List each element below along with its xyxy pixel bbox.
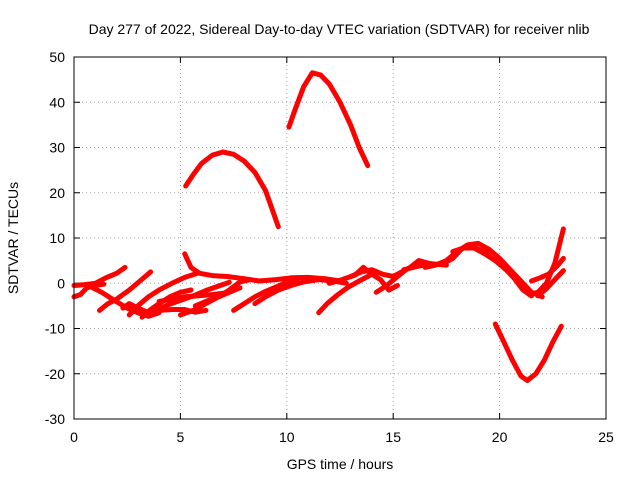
- plot-frame: [73, 56, 607, 420]
- x-tick-label: 25: [598, 429, 614, 445]
- series-arc-04: [71, 281, 107, 300]
- series-arc-15: [182, 251, 343, 284]
- series-arc-27: [535, 268, 566, 299]
- y-tick-label: -20: [45, 366, 65, 382]
- series-arc-02: [286, 70, 371, 169]
- series-arc-05: [71, 264, 128, 288]
- x-tick-label: 0: [70, 429, 78, 445]
- series-arc-25: [526, 226, 566, 298]
- series-arc-18: [316, 269, 379, 316]
- y-tick-label: 30: [49, 140, 65, 156]
- y-axis-title: SDTVAR / TECUs: [5, 182, 21, 294]
- grid-layer: [74, 57, 606, 419]
- series-arc-24: [450, 245, 534, 299]
- series-arc-09: [126, 270, 200, 318]
- series-arc-12: [152, 279, 232, 313]
- series-arc-26: [529, 255, 566, 284]
- series-arc-03: [492, 321, 564, 383]
- series-arc-14: [192, 277, 254, 309]
- x-tick-label: 5: [177, 429, 185, 445]
- series-arc-06: [97, 269, 154, 313]
- series-arc-01: [183, 149, 281, 230]
- chart-title: Day 277 of 2022, Sidereal Day-to-day VTE…: [89, 21, 590, 37]
- series-layer: [71, 70, 566, 383]
- y-tick-label: 20: [49, 185, 65, 201]
- series-arc-16: [231, 278, 300, 313]
- y-tick-label: 10: [49, 230, 65, 246]
- y-tick-label: -10: [45, 321, 65, 337]
- y-tick-label: 40: [49, 94, 65, 110]
- x-axis-title: GPS time / hours: [287, 456, 394, 472]
- x-tick-labels: 0 5 10 15 20 25: [70, 429, 614, 445]
- x-tick-label: 15: [385, 429, 401, 445]
- y-tick-labels: -30 -20 -10 0 10 20 30 40 50: [45, 49, 65, 427]
- series-arc-23: [422, 240, 545, 300]
- y-tick-label: -30: [45, 411, 65, 427]
- y-tick-label: 0: [57, 275, 65, 291]
- x-tick-label: 20: [492, 429, 508, 445]
- y-tick-label: 50: [49, 49, 65, 65]
- x-tick-label: 10: [279, 429, 295, 445]
